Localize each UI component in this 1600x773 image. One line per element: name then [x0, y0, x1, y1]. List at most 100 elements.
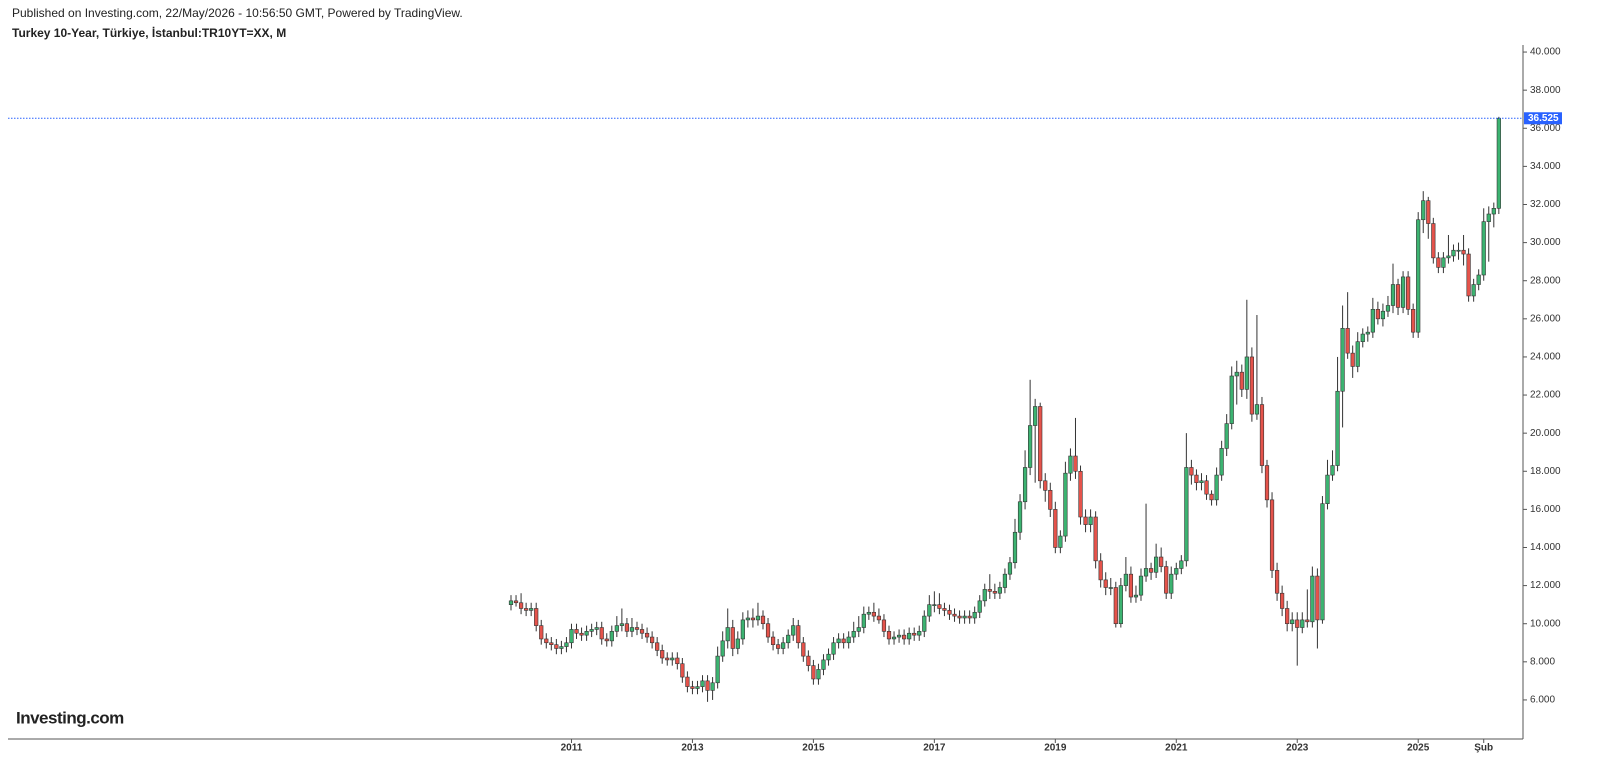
candle-body [861, 613, 866, 628]
last-price-label: 36.525 [1528, 113, 1559, 124]
candle-body [1406, 276, 1411, 310]
candle-body [811, 665, 816, 680]
candle-body [1007, 562, 1013, 575]
candle-body [644, 632, 650, 638]
candle-body [725, 627, 730, 642]
candle-body [1239, 371, 1244, 390]
candle-body [997, 587, 1002, 594]
candle-body [851, 631, 856, 638]
candle-body [977, 600, 982, 613]
y-tick-label: 12.000 [1530, 580, 1561, 591]
candle-body [614, 625, 619, 632]
candle-body [1174, 568, 1179, 575]
candle-body [1295, 619, 1300, 628]
candle-body [639, 629, 645, 634]
candle-body [1244, 356, 1249, 390]
x-tick-label: 2017 [923, 743, 946, 754]
y-tick-label: 18.000 [1530, 466, 1561, 477]
candle-body [1078, 470, 1083, 518]
watermark: Investing.com [16, 708, 124, 727]
chart-title: Turkey 10-Year, Türkiye, İstanbul:TR10YT… [12, 25, 286, 40]
candle-body [1285, 608, 1290, 625]
candle-body [1113, 587, 1118, 625]
candle-body [1446, 255, 1451, 259]
candle-body [1411, 308, 1416, 333]
candle-body [655, 642, 660, 651]
candle-body [1350, 352, 1355, 367]
candle-body [564, 642, 569, 647]
candle-body [675, 657, 680, 665]
candle-body [1340, 328, 1345, 392]
candle-body [1002, 573, 1008, 588]
candle-body [710, 682, 715, 691]
candle-body [1184, 467, 1189, 562]
candle-body [513, 600, 519, 604]
candle-body [1063, 472, 1068, 537]
candle-body [569, 629, 574, 644]
candle-body [549, 642, 554, 645]
candle-body [604, 638, 609, 642]
y-tick-label: 10.000 [1530, 618, 1561, 629]
candle-body [670, 657, 675, 661]
x-tick-label: 2019 [1044, 743, 1067, 754]
candle-body [765, 623, 771, 638]
candle-body [1012, 531, 1018, 564]
y-tick-label: 22.000 [1530, 390, 1561, 401]
y-tick-label: 30.000 [1530, 237, 1561, 248]
candle-body [690, 686, 695, 689]
candle-body [942, 608, 947, 611]
candle-body [1385, 305, 1391, 312]
candle-body [1461, 249, 1466, 255]
candle-body [750, 617, 756, 621]
candle-body [584, 631, 589, 636]
candle-body [544, 638, 549, 644]
x-tick-label: 2021 [1165, 743, 1188, 754]
candle-body [1380, 310, 1386, 320]
x-tick-label: 2023 [1286, 743, 1309, 754]
candle-body [1249, 356, 1254, 415]
candle-body [1330, 465, 1335, 476]
candle-body [660, 650, 665, 659]
candle-body [1022, 467, 1028, 503]
candle-body [1375, 308, 1380, 320]
y-tick-label: 6.000 [1530, 695, 1555, 706]
candle-body [902, 634, 907, 640]
candle-body [886, 631, 892, 640]
candle-body [1476, 274, 1481, 285]
candle-body [791, 625, 796, 636]
candle-body [922, 615, 927, 632]
candle-body [917, 631, 922, 636]
candle-body [574, 629, 579, 634]
candle-body [529, 608, 534, 611]
candle-body [796, 625, 801, 644]
candle-body [1164, 566, 1169, 594]
candle-body [589, 629, 594, 632]
candle-body [1148, 568, 1154, 573]
candle-body [1138, 575, 1144, 596]
candle-body [770, 636, 776, 645]
candle-body [871, 611, 876, 617]
candle-body [881, 619, 887, 632]
candle-body [680, 663, 685, 678]
candle-body [1426, 200, 1431, 224]
candle-body [1219, 448, 1224, 476]
candle-body [1441, 257, 1446, 268]
candle-body [1043, 480, 1048, 491]
candle-body [685, 676, 690, 687]
candle-body [745, 617, 750, 621]
candle-body [1179, 560, 1184, 569]
x-tick-label: 2025 [1407, 743, 1430, 754]
candle-body [624, 623, 630, 632]
candle-body [1053, 509, 1058, 548]
candle-body [947, 610, 952, 615]
candle-body [1305, 619, 1310, 623]
candle-body [1128, 573, 1134, 598]
candle-body [1058, 535, 1063, 548]
candle-body [1280, 592, 1285, 609]
candle-body [1315, 575, 1320, 621]
candle-body [1028, 425, 1033, 468]
x-tick-label: 2013 [681, 743, 704, 754]
candle-body [554, 644, 559, 649]
candle-body [1290, 619, 1295, 625]
y-tick-label: 8.000 [1530, 656, 1555, 667]
